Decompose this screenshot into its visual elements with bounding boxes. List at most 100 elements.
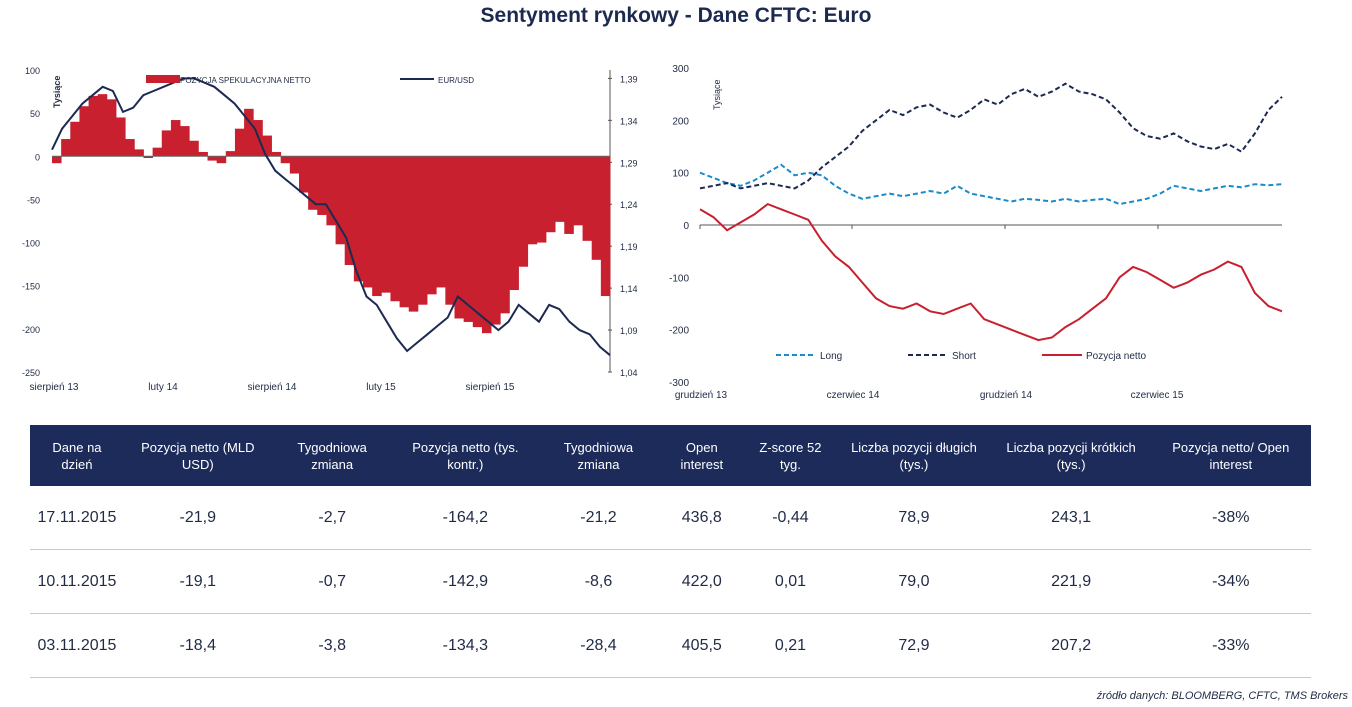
net-position-bar	[335, 156, 346, 245]
net-position-bar	[61, 139, 71, 157]
y-tick-label: -50	[27, 195, 40, 205]
table-cell: -18,4	[123, 613, 272, 678]
net-position-bar	[463, 156, 474, 322]
net-position-bar	[399, 156, 410, 308]
net-position-bar	[491, 156, 501, 325]
table-row: 03.11.2015 -18,4 -3,8 -134,3 -28,4 405,5…	[30, 613, 1311, 678]
table-cell: -21,2	[537, 486, 660, 550]
net-position-bar	[244, 108, 254, 157]
y2-tick-label: 1,09	[620, 326, 638, 336]
col-header-date: Dane na dzień	[30, 425, 124, 486]
net-position-bar	[262, 135, 272, 157]
net-position-bar	[353, 156, 364, 282]
y-tick-label: -200	[669, 326, 689, 337]
table-cell: -38%	[1150, 486, 1311, 550]
y-tick-label: -200	[22, 325, 40, 335]
net-position-bar	[545, 156, 556, 233]
series-line-long	[699, 163, 1283, 206]
net-position-bar	[363, 156, 373, 288]
net-position-bar	[234, 128, 245, 157]
net-position-bar	[88, 95, 99, 157]
legend-label: POZYCJA SPEKULACYJNA NETTO	[180, 76, 311, 85]
net-position-bar	[125, 139, 135, 157]
table-cell: -8,6	[537, 549, 660, 614]
net-position-bar	[152, 147, 163, 157]
table-cell: 0,01	[744, 549, 837, 614]
x-tick-label: sierpień 14	[248, 382, 297, 393]
net-position-bar	[116, 117, 126, 157]
y-tick-label: -100	[669, 273, 689, 284]
net-position-bar	[79, 106, 89, 157]
net-position-bar	[372, 156, 382, 297]
table-cell: -142,9	[392, 549, 538, 614]
y-tick-label: -250	[22, 368, 40, 378]
net-position-bar	[189, 140, 199, 157]
net-position-bar	[271, 151, 282, 157]
net-position-bar	[161, 130, 172, 157]
long-short-net-chart: 300 200 100 0 -100 -200 -300 Tysiące grudzień 13…	[669, 64, 1283, 401]
y2-tick-label: 1,14	[620, 284, 638, 294]
table-cell: -0,44	[744, 486, 837, 550]
net-position-bar	[600, 156, 611, 297]
net-position-bar	[436, 156, 446, 288]
net-position-bar	[106, 99, 117, 157]
net-position-bar	[97, 94, 108, 157]
net-position-bar	[198, 151, 208, 157]
net-position-bar	[52, 156, 62, 164]
net-position-bar	[417, 156, 428, 305]
net-position-bar	[472, 156, 483, 328]
net-position-bar	[381, 156, 391, 293]
net-position-bar	[326, 156, 336, 226]
legend-label: Pozycja netto	[1086, 351, 1146, 362]
table-cell: 72,9	[836, 613, 992, 678]
net-position-bar	[518, 156, 529, 267]
table-cell: -164,2	[392, 486, 538, 550]
net-position-bar	[591, 156, 602, 260]
table-header-row: Dane na dzień Pozycja netto (MLD USD) Ty…	[30, 425, 1311, 486]
net-position-bar	[555, 156, 565, 222]
net-position-bar	[289, 156, 300, 174]
net-position-bar	[536, 156, 547, 243]
net-position-bar	[564, 156, 574, 234]
table-row: 17.11.2015 -21,9 -2,7 -164,2 -21,2 436,8…	[30, 486, 1311, 550]
net-position-bar	[207, 156, 218, 161]
legend-label: Long	[820, 351, 842, 362]
net-position-bar	[427, 156, 437, 295]
x-tick-label: luty 14	[148, 382, 178, 393]
source-note: źródło danych: BLOOMBERG, CFTC, TMS Brok…	[1096, 690, 1348, 702]
y-tick-label: 200	[672, 116, 689, 127]
net-position-bar	[445, 156, 455, 305]
cftc-data-table: Dane na dzień Pozycja netto (MLD USD) Ty…	[30, 425, 1311, 678]
col-header-zscore: Z-score 52 tyg.	[744, 425, 837, 486]
y2-tick-label: 1,04	[620, 368, 638, 378]
table-cell: 422,0	[659, 549, 745, 614]
table-cell: 17.11.2015	[30, 486, 124, 550]
y2-tick-label: 1,34	[620, 116, 638, 126]
net-position-bar	[573, 156, 583, 226]
y2-tick-label: 1,39	[620, 74, 638, 84]
y2-tick-label: 1,24	[620, 200, 638, 210]
table-cell: -3,8	[271, 613, 393, 678]
net-position-eurusd-chart: 100 50 0 -50 -100 -150 -200 -250 1,39 1,34 1,29 1,2…	[22, 66, 638, 393]
net-position-bar	[225, 151, 236, 157]
table-cell: -19,1	[123, 549, 272, 614]
y2-tick-label: 1,19	[620, 242, 638, 252]
net-position-bar	[500, 156, 510, 314]
net-position-bar	[308, 156, 318, 210]
legend-label: Short	[952, 351, 976, 362]
col-header-net-contracts: Pozycja netto (tys. kontr.)	[392, 425, 538, 486]
net-position-bar	[481, 156, 492, 334]
y-tick-label: 300	[672, 64, 689, 75]
net-position-bar	[70, 121, 80, 157]
col-header-short: Liczba pozycji krótkich (tys.)	[991, 425, 1151, 486]
net-position-bar	[317, 156, 327, 215]
net-position-bar	[344, 156, 355, 266]
net-position-bar	[280, 156, 291, 164]
x-tick-label: sierpień 15	[466, 382, 515, 393]
table-cell: 243,1	[991, 486, 1151, 550]
x-tick-label: sierpień 13	[30, 382, 79, 393]
col-header-open-interest: Open interest	[659, 425, 745, 486]
eurusd-line	[51, 77, 611, 356]
table-cell: 436,8	[659, 486, 745, 550]
table-cell: 405,5	[659, 613, 745, 678]
